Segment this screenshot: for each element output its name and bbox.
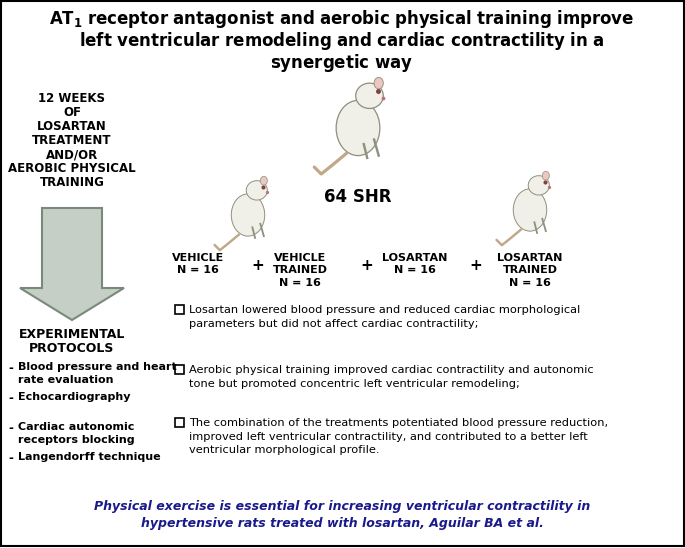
- Text: Losartan lowered blood pressure and reduced cardiac morphological
parameters but: Losartan lowered blood pressure and redu…: [189, 305, 580, 329]
- Text: LOSARTAN
TRAINED
N = 16: LOSARTAN TRAINED N = 16: [497, 253, 562, 288]
- Text: TREATMENT: TREATMENT: [32, 134, 112, 147]
- Ellipse shape: [246, 181, 267, 200]
- Text: AND/OR: AND/OR: [46, 148, 98, 161]
- Text: LOSARTAN
N = 16: LOSARTAN N = 16: [382, 253, 448, 276]
- Text: Cardiac autonomic
receptors blocking: Cardiac autonomic receptors blocking: [18, 422, 135, 445]
- Text: -: -: [8, 422, 13, 435]
- Text: 12 WEEKS: 12 WEEKS: [38, 92, 105, 105]
- Polygon shape: [20, 208, 124, 320]
- Ellipse shape: [336, 100, 380, 156]
- Text: +: +: [251, 258, 264, 273]
- Text: hypertensive rats treated with losartan, Aguilar BA et al.: hypertensive rats treated with losartan,…: [140, 517, 543, 530]
- Bar: [175, 418, 184, 427]
- Text: 64 SHR: 64 SHR: [324, 188, 392, 206]
- Ellipse shape: [260, 176, 267, 185]
- Ellipse shape: [232, 194, 264, 236]
- Text: VEHICLE
TRAINED
N = 16: VEHICLE TRAINED N = 16: [273, 253, 327, 288]
- Text: The combination of the treatments potentiated blood pressure reduction,
improved: The combination of the treatments potent…: [189, 418, 608, 455]
- Text: -: -: [8, 452, 13, 465]
- Bar: [175, 365, 184, 374]
- Text: Blood pressure and heart
rate evaluation: Blood pressure and heart rate evaluation: [18, 362, 177, 385]
- Text: EXPERIMENTAL: EXPERIMENTAL: [18, 328, 125, 341]
- Text: LOSARTAN: LOSARTAN: [37, 120, 107, 133]
- Text: PROTOCOLS: PROTOCOLS: [29, 342, 114, 355]
- Text: +: +: [470, 258, 482, 273]
- Ellipse shape: [356, 83, 384, 109]
- Text: $\mathbf{synergetic\ way}$: $\mathbf{synergetic\ way}$: [271, 52, 414, 74]
- Bar: [175, 305, 184, 314]
- Text: TRAINING: TRAINING: [40, 176, 104, 189]
- Text: -: -: [8, 392, 13, 405]
- Text: Langendorff technique: Langendorff technique: [18, 452, 160, 462]
- Ellipse shape: [374, 77, 384, 89]
- Text: AEROBIC PHYSICAL: AEROBIC PHYSICAL: [8, 162, 136, 175]
- Text: Physical exercise is essential for increasing ventricular contractility in: Physical exercise is essential for incre…: [94, 500, 590, 513]
- Text: Echocardiography: Echocardiography: [18, 392, 131, 402]
- Text: OF: OF: [63, 106, 81, 119]
- Text: VEHICLE
N = 16: VEHICLE N = 16: [172, 253, 224, 276]
- Ellipse shape: [513, 189, 547, 231]
- Text: $\mathbf{left\ ventricular\ remodeling\ and\ cardiac\ contractility\ in\ a}$: $\mathbf{left\ ventricular\ remodeling\ …: [79, 30, 605, 52]
- Text: Aerobic physical training improved cardiac contractility and autonomic
tone but : Aerobic physical training improved cardi…: [189, 365, 594, 389]
- Text: -: -: [8, 362, 13, 375]
- Text: $\mathbf{AT_1}$ $\mathbf{receptor\ antagonist\ and\ aerobic\ physical\ training\: $\mathbf{AT_1}$ $\mathbf{receptor\ antag…: [49, 8, 635, 30]
- Text: +: +: [360, 258, 373, 273]
- Ellipse shape: [528, 176, 549, 195]
- Ellipse shape: [543, 172, 549, 180]
